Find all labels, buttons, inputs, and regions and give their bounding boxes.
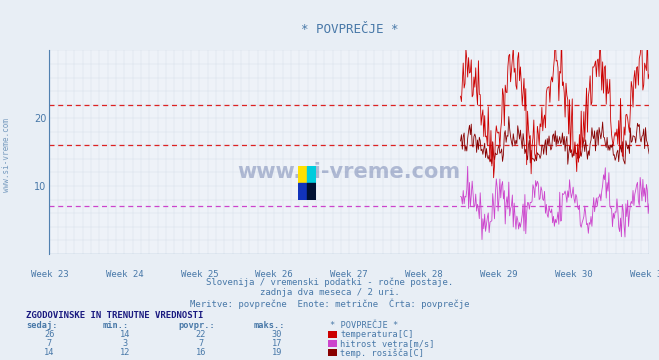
Text: 16: 16 (196, 348, 206, 357)
Text: maks.:: maks.: (254, 321, 285, 330)
Text: * POVPREČJE *: * POVPREČJE * (330, 321, 398, 330)
Text: 26: 26 (44, 330, 55, 339)
Text: Week 31: Week 31 (630, 270, 659, 279)
Text: 14: 14 (44, 348, 55, 357)
Text: 30: 30 (272, 330, 282, 339)
Text: sedaj:: sedaj: (26, 321, 58, 330)
Text: temp. rosišča[C]: temp. rosišča[C] (340, 348, 424, 357)
Text: 3: 3 (123, 339, 128, 348)
Text: 7: 7 (198, 339, 204, 348)
Text: Week 24: Week 24 (105, 270, 143, 279)
Text: 7: 7 (47, 339, 52, 348)
Text: temperatura[C]: temperatura[C] (340, 330, 414, 339)
Text: 17: 17 (272, 339, 282, 348)
Text: povpr.:: povpr.: (178, 321, 215, 330)
Text: 19: 19 (272, 348, 282, 357)
Text: Slovenija / vremenski podatki - ročne postaje.: Slovenija / vremenski podatki - ročne po… (206, 278, 453, 287)
Bar (307, 183, 316, 200)
Bar (298, 166, 307, 183)
Text: hitrost vetra[m/s]: hitrost vetra[m/s] (340, 339, 434, 348)
Text: ZGODOVINSKE IN TRENUTNE VREDNOSTI: ZGODOVINSKE IN TRENUTNE VREDNOSTI (26, 311, 204, 320)
Text: Week 30: Week 30 (556, 270, 593, 279)
Text: Week 25: Week 25 (181, 270, 218, 279)
Text: Week 28: Week 28 (405, 270, 443, 279)
Text: 14: 14 (120, 330, 130, 339)
Text: www.si-vreme.com: www.si-vreme.com (2, 118, 11, 192)
Text: www.si-vreme.com: www.si-vreme.com (238, 162, 461, 183)
Text: Week 23: Week 23 (30, 270, 69, 279)
Bar (307, 166, 316, 183)
Text: min.:: min.: (102, 321, 129, 330)
Bar (298, 183, 307, 200)
Text: zadnja dva meseca / 2 uri.: zadnja dva meseca / 2 uri. (260, 288, 399, 297)
Text: * POVPREČJE *: * POVPREČJE * (301, 23, 398, 36)
Text: Week 26: Week 26 (256, 270, 293, 279)
Text: Meritve: povprečne  Enote: metrične  Črta: povprečje: Meritve: povprečne Enote: metrične Črta:… (190, 298, 469, 309)
Text: Week 27: Week 27 (330, 270, 368, 279)
Text: Week 29: Week 29 (480, 270, 518, 279)
Text: 12: 12 (120, 348, 130, 357)
Text: 22: 22 (196, 330, 206, 339)
